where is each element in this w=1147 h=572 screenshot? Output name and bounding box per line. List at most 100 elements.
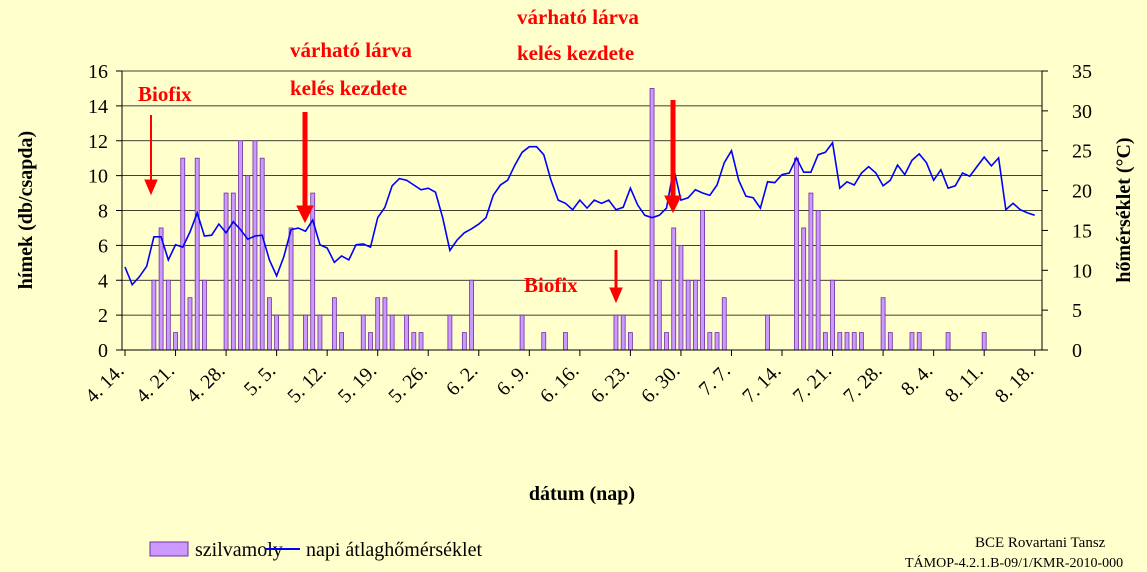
- y2-tick-label: 0: [1072, 340, 1082, 362]
- bar: [165, 279, 171, 351]
- arrow-head: [144, 179, 158, 196]
- bar: [238, 140, 243, 351]
- bar: [194, 157, 200, 351]
- bar: [317, 314, 323, 351]
- bar: [692, 279, 698, 351]
- annotation: Biofix: [524, 273, 578, 297]
- bar: [765, 314, 770, 351]
- bar: [801, 227, 807, 351]
- y2-tick-label: 35: [1072, 61, 1092, 83]
- bar: [714, 332, 720, 351]
- annotation: várható lárva: [290, 38, 412, 62]
- bar: [649, 88, 655, 351]
- arrows: [144, 100, 682, 304]
- bar: [678, 244, 684, 351]
- bar: [721, 297, 727, 351]
- bar: [707, 332, 713, 351]
- footer: BCE Rovartani Tansz: [975, 535, 1106, 551]
- bar: [685, 279, 691, 351]
- bar: [173, 332, 178, 351]
- annotation: Biofix: [138, 82, 192, 106]
- bar: [830, 279, 835, 351]
- bar: [310, 192, 316, 351]
- bar: [303, 314, 308, 351]
- bar: [794, 157, 799, 351]
- bar: [360, 314, 366, 351]
- bar: [851, 332, 857, 351]
- bar: [664, 332, 669, 351]
- bar: [844, 332, 850, 351]
- bar: [418, 332, 424, 351]
- y2-tick-label: 15: [1072, 220, 1092, 242]
- bar: [331, 297, 337, 351]
- bar: [288, 227, 294, 351]
- bar: [541, 332, 547, 351]
- bar: [447, 314, 453, 351]
- y2-tick-label: 5: [1072, 300, 1082, 322]
- bar: [859, 332, 864, 351]
- y-tick-label: 6: [98, 235, 108, 257]
- y-axis-title: hímek (db/csapda): [15, 131, 37, 289]
- bar: [656, 279, 662, 351]
- bar: [628, 332, 633, 351]
- y-tick-label: 0: [98, 340, 108, 362]
- bar: [880, 297, 886, 351]
- line: [124, 140, 1035, 287]
- legend-label: szilvamoly: [195, 539, 283, 561]
- bar: [469, 279, 474, 351]
- bar: [700, 210, 705, 351]
- marks: [124, 88, 1035, 351]
- y-tick-label: 2: [98, 305, 108, 327]
- bar: [375, 297, 381, 351]
- bar: [180, 157, 186, 351]
- bar: [245, 175, 251, 351]
- arrow-head: [609, 287, 623, 304]
- bar: [368, 332, 373, 351]
- y2-tick-label: 25: [1072, 141, 1092, 163]
- bar: [187, 297, 193, 351]
- bar: [461, 332, 467, 351]
- bar: [202, 279, 207, 351]
- y-tick-label: 8: [98, 201, 108, 223]
- footer: TÁMOP-4.2.1.B-09/1/KMR-2010-000: [905, 554, 1123, 571]
- y2-axis-title: hőmérséklet (°C): [1113, 137, 1135, 282]
- bar: [223, 192, 229, 351]
- bar: [389, 314, 395, 351]
- legend-label: napi átlaghőmérséklet: [306, 539, 482, 561]
- y2-tick-label: 10: [1072, 260, 1092, 282]
- annotation: kelés kezdete: [290, 76, 407, 100]
- legend-swatch: [149, 541, 189, 557]
- arrow-head: [296, 205, 314, 224]
- y2-tick-label: 30: [1072, 101, 1092, 123]
- y-tick-label: 16: [88, 61, 108, 83]
- bar: [259, 157, 265, 351]
- bar: [382, 297, 388, 351]
- bar: [274, 314, 280, 351]
- bar: [671, 227, 677, 351]
- y-tick-label: 4: [98, 270, 108, 292]
- x-axis-title: dátum (nap): [529, 483, 635, 505]
- bar: [822, 332, 828, 351]
- bar: [158, 227, 164, 351]
- annotation: várható lárva: [517, 5, 639, 29]
- arrow-head: [664, 195, 682, 214]
- annotation: kelés kezdete: [517, 41, 634, 65]
- bar: [620, 314, 626, 351]
- bar: [887, 332, 893, 351]
- bar: [815, 210, 821, 351]
- y-tick-label: 14: [88, 96, 108, 118]
- bar: [411, 332, 417, 351]
- bar: [909, 332, 915, 351]
- bar: [981, 332, 987, 351]
- bar: [252, 140, 258, 351]
- bar: [519, 314, 525, 351]
- bar: [808, 192, 814, 351]
- bar: [404, 314, 409, 351]
- y2-tick-label: 20: [1072, 181, 1092, 203]
- bar: [945, 332, 951, 351]
- bar: [916, 332, 922, 351]
- bar: [339, 332, 345, 351]
- bar: [837, 332, 843, 351]
